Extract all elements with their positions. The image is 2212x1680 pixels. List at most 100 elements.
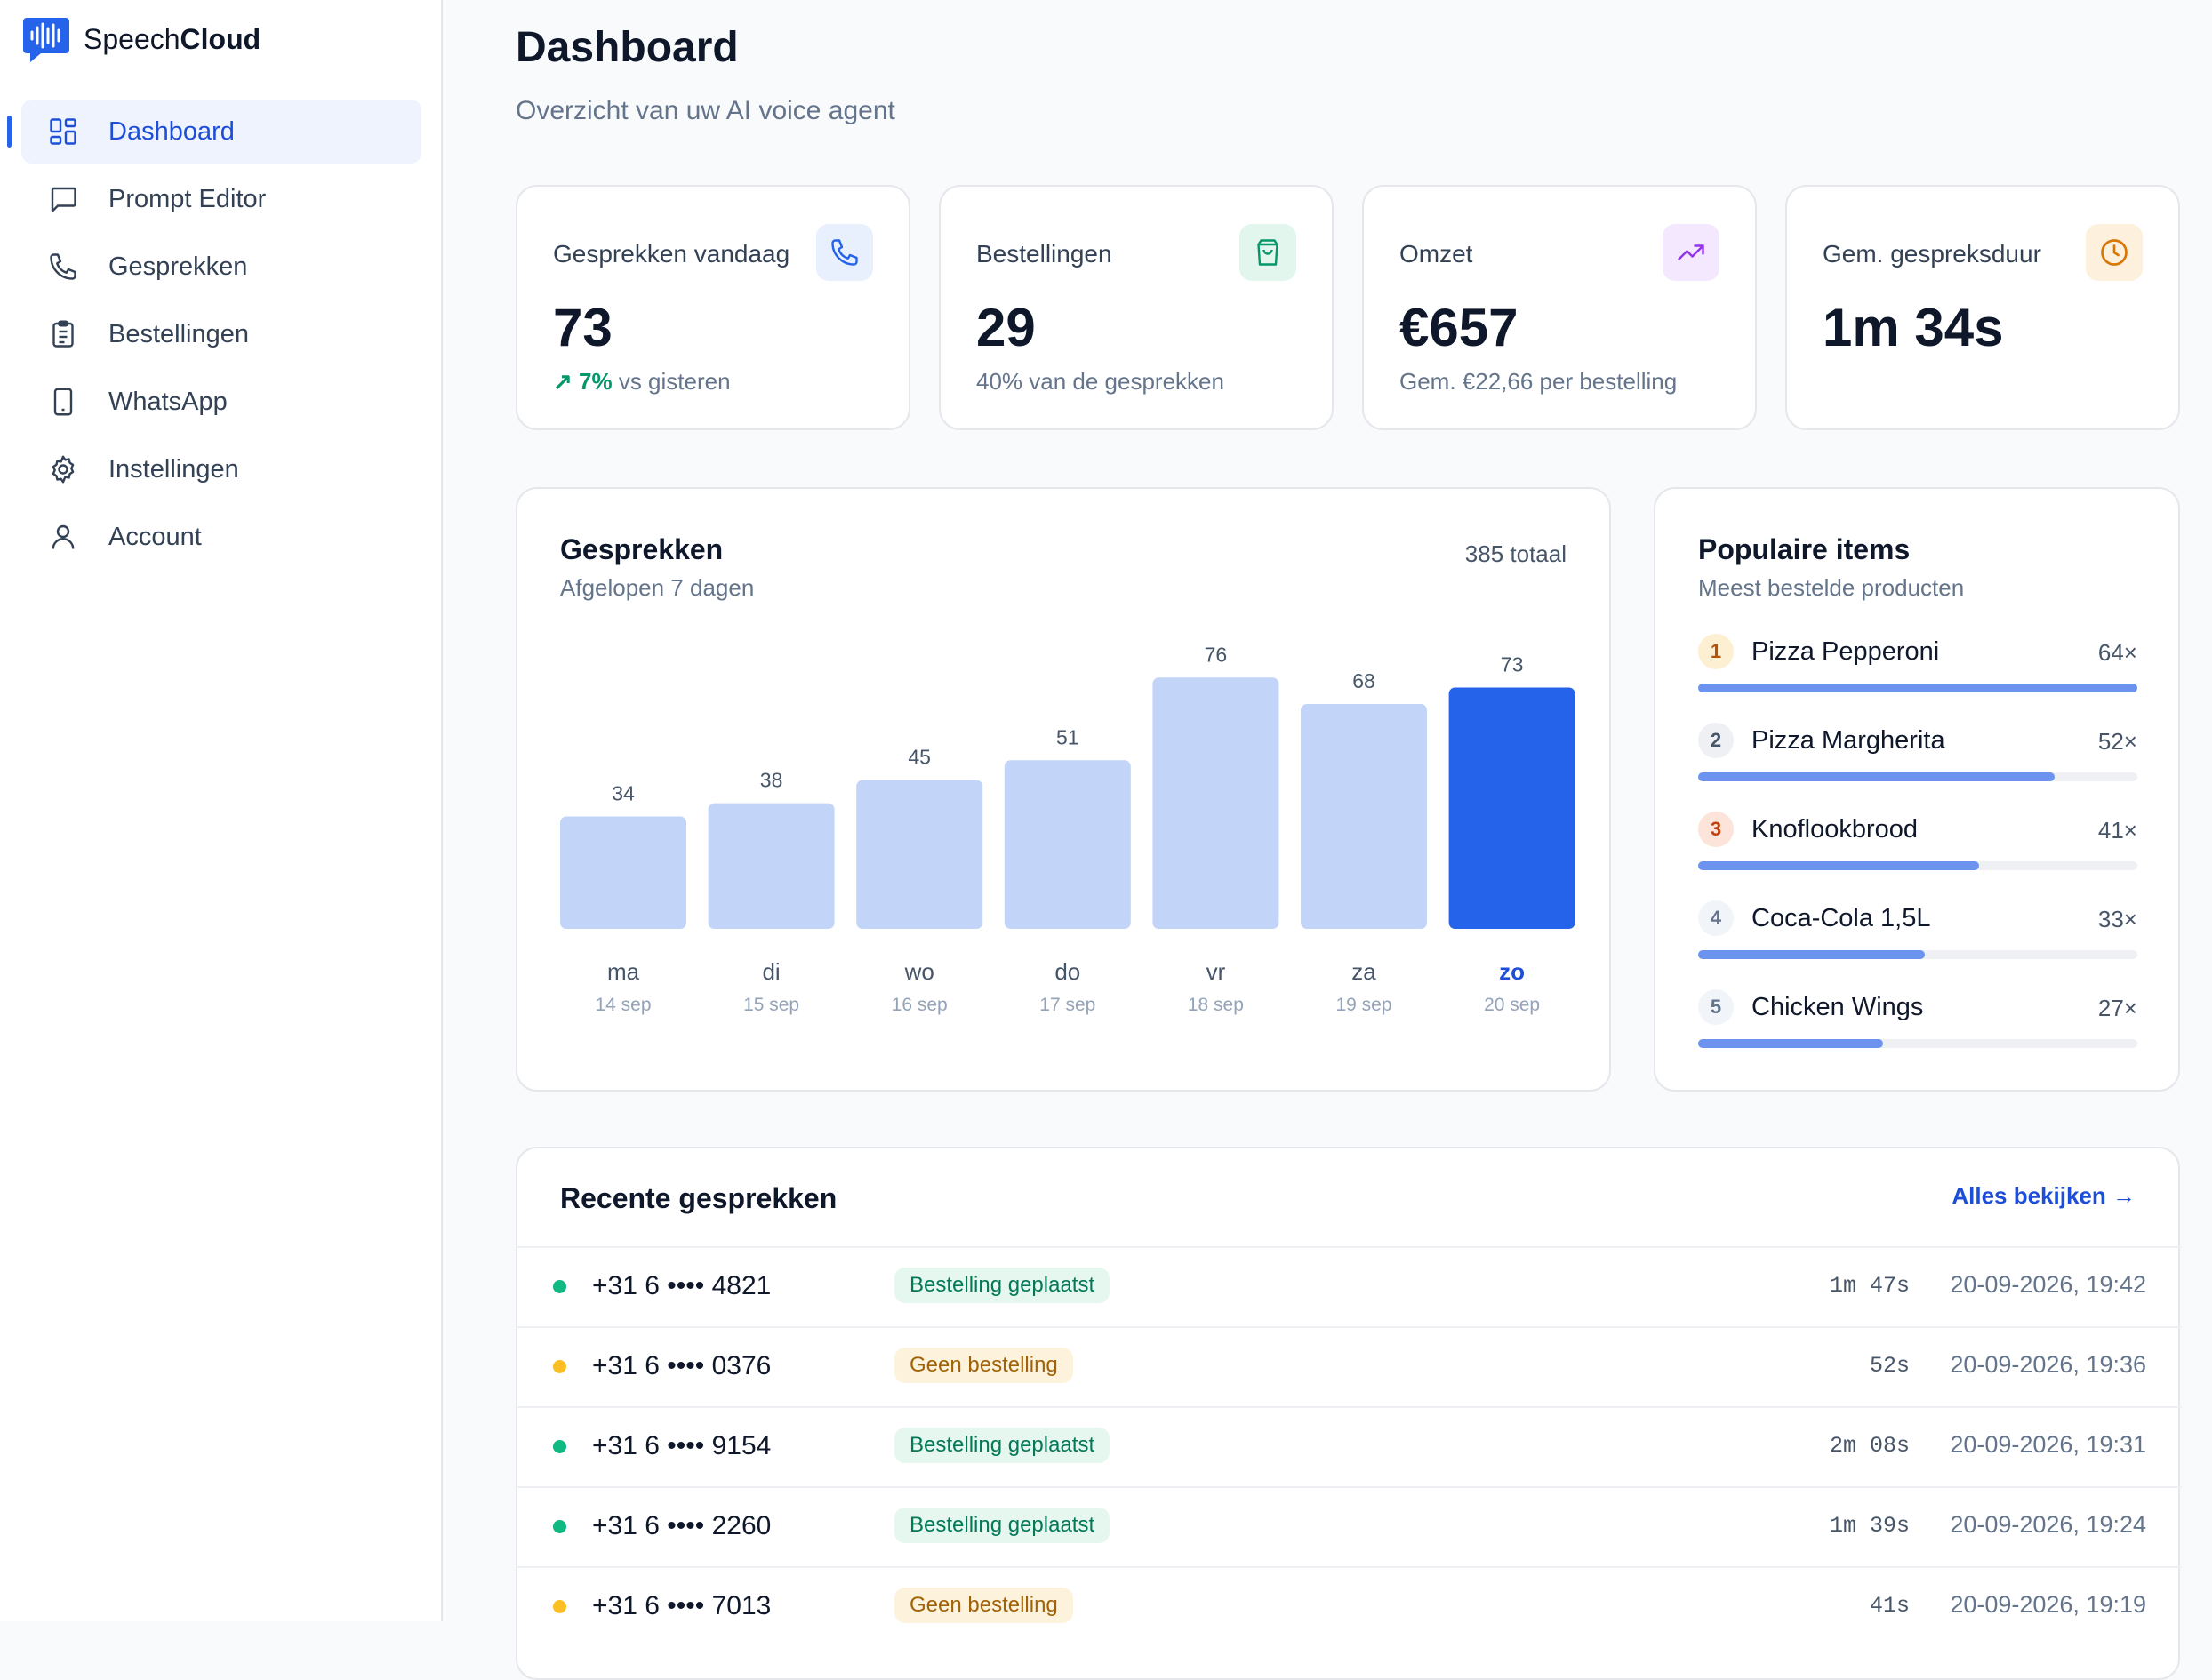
speechcloud-logo-icon — [23, 18, 69, 62]
progress-track — [1698, 684, 2137, 692]
data-label: 45 — [908, 746, 931, 769]
chart-bar-vr[interactable] — [1152, 677, 1279, 929]
gear-icon — [46, 452, 80, 486]
chart-bar-zo[interactable] — [1448, 687, 1575, 929]
item-count: 64× — [2097, 639, 2137, 666]
clipboard-list-icon — [46, 317, 80, 351]
recent-calls-card: Recente gesprekken Alles bekijken → +31 … — [516, 1147, 2182, 1680]
rank-badge: 5 — [1698, 989, 1734, 1025]
sidebar-nav: Dashboard Prompt Editor Gesprekken Beste… — [7, 100, 421, 572]
x-tick-label: vr — [1206, 958, 1226, 985]
data-label: 76 — [1205, 643, 1228, 666]
chart-bar-do[interactable] — [1004, 760, 1131, 929]
list-item[interactable]: 2 Pizza Margherita 52× — [1698, 723, 2137, 794]
view-all-link[interactable]: Alles bekijken → — [1952, 1182, 2136, 1209]
stat-value: 1m 34s — [1823, 298, 2004, 357]
sidebar-item-bestellingen[interactable]: Bestellingen — [21, 302, 421, 366]
status-dot — [553, 1600, 566, 1613]
sidebar-item-dashboard[interactable]: Dashboard — [7, 100, 421, 164]
call-duration: 52s — [1869, 1353, 1910, 1379]
sidebar-item-label: Instellingen — [108, 454, 239, 484]
list-item[interactable]: 1 Pizza Pepperoni 64× — [1698, 634, 2137, 705]
status-dot — [553, 1280, 566, 1293]
stat-card-gesprekken: Gesprekken vandaag 73 ↗ 7% vs gisteren — [516, 185, 910, 430]
sidebar-item-gesprekken[interactable]: Gesprekken — [21, 235, 421, 299]
sidebar-item-account[interactable]: Account — [21, 505, 421, 569]
call-timestamp: 20-09-2026, 19:36 — [1950, 1351, 2146, 1378]
chart-subtitle: Afgelopen 7 dagen — [560, 574, 755, 601]
phone-number: +31 6 •••• 9154 — [592, 1431, 772, 1460]
item-name: Knoflookbrood — [1751, 815, 1919, 844]
chart-bar-di[interactable] — [708, 803, 835, 929]
list-item[interactable]: 3 Knoflookbrood 41× — [1698, 812, 2137, 883]
list-item[interactable]: 5 Chicken Wings 27× — [1698, 989, 2137, 1060]
progress-track — [1698, 950, 2137, 959]
progress-fill — [1698, 861, 1980, 870]
rank-badge: 1 — [1698, 634, 1734, 669]
table-row[interactable]: +31 6 •••• 2260 Bestelling geplaatst 1m … — [517, 1486, 2182, 1566]
chart-bar-za[interactable] — [1301, 704, 1427, 929]
stat-value: €657 — [1399, 298, 1519, 357]
stat-label: Gem. gespreksduur — [1823, 240, 2041, 268]
status-dot — [553, 1440, 566, 1453]
shopping-bag-icon — [1239, 224, 1296, 281]
chart-title: Gesprekken — [560, 533, 724, 565]
rank-badge: 3 — [1698, 812, 1734, 847]
progress-fill — [1698, 684, 2137, 692]
status-badge: Geen bestelling — [894, 1588, 1073, 1623]
sidebar-item-instellingen[interactable]: Instellingen — [21, 437, 421, 501]
phone-number: +31 6 •••• 7013 — [592, 1591, 772, 1620]
table-row[interactable]: +31 6 •••• 7013 Geen bestelling 41s 20-0… — [517, 1566, 2182, 1646]
chart-bar-wo[interactable] — [856, 780, 983, 929]
sidebar-item-label: Dashboard — [108, 116, 235, 146]
progress-track — [1698, 861, 2137, 870]
x-tick-date: 16 sep — [892, 995, 948, 1015]
sidebar-item-label: Account — [108, 522, 202, 551]
phone-number: +31 6 •••• 0376 — [592, 1351, 772, 1380]
sidebar-item-label: Prompt Editor — [108, 184, 267, 213]
sidebar-item-label: Bestellingen — [108, 319, 249, 348]
status-badge: Bestelling geplaatst — [894, 1508, 1110, 1543]
sidebar-item-prompt-editor[interactable]: Prompt Editor — [21, 167, 421, 231]
data-label: 38 — [760, 769, 783, 792]
x-tick-label: zo — [1499, 958, 1525, 985]
brand-name: SpeechCloud — [84, 22, 261, 55]
message-square-icon — [46, 182, 80, 216]
table-row[interactable]: +31 6 •••• 4821 Bestelling geplaatst 1m … — [517, 1246, 2182, 1326]
x-tick-label: wo — [904, 958, 934, 985]
chart-bar-ma[interactable] — [560, 816, 686, 929]
recent-title: Recente gesprekken — [560, 1182, 838, 1214]
list-item[interactable]: 4 Coca-Cola 1,5L 33× — [1698, 900, 2137, 972]
table-row[interactable]: +31 6 •••• 0376 Geen bestelling 52s 20-0… — [517, 1326, 2182, 1406]
data-label: 51 — [1056, 725, 1079, 748]
item-name: Chicken Wings — [1751, 993, 1924, 1021]
phone-number: +31 6 •••• 4821 — [592, 1271, 772, 1300]
rank-badge: 2 — [1698, 723, 1734, 758]
rank-badge: 4 — [1698, 900, 1734, 936]
chart-card: 34 ma 14 sep 38 di 15 sep 45 wo 16 sep 51 do 17 sep… — [516, 487, 1611, 1092]
stat-value: 29 — [976, 298, 1036, 357]
phone-icon — [816, 224, 873, 281]
user-icon — [46, 520, 80, 554]
stat-note: ↗ 7% vs gisteren — [553, 368, 731, 395]
brand[interactable]: SpeechCloud — [21, 16, 260, 62]
progress-track — [1698, 772, 2137, 781]
sidebar-item-whatsapp[interactable]: WhatsApp — [21, 370, 421, 434]
x-tick-date: 19 sep — [1335, 995, 1391, 1015]
status-badge: Bestelling geplaatst — [894, 1428, 1110, 1463]
item-count: 52× — [2097, 728, 2137, 755]
x-tick-label: ma — [607, 958, 640, 985]
x-tick-label: do — [1054, 958, 1080, 985]
status-dot — [553, 1520, 566, 1533]
item-count: 33× — [2097, 906, 2137, 932]
stat-label: Omzet — [1399, 240, 1473, 268]
call-timestamp: 20-09-2026, 19:31 — [1950, 1431, 2146, 1458]
stat-card-omzet: Omzet €657 Gem. €22,66 per bestelling — [1362, 185, 1757, 430]
table-row[interactable]: +31 6 •••• 9154 Bestelling geplaatst 2m … — [517, 1406, 2182, 1486]
item-count: 27× — [2097, 995, 2137, 1021]
call-duration: 1m 39s — [1829, 1513, 1910, 1539]
chart-total: 385 totaal — [1464, 540, 1567, 567]
progress-fill — [1698, 772, 2056, 781]
dashboard-icon — [46, 115, 80, 148]
trend-badge: ↗ 7% — [553, 368, 613, 395]
